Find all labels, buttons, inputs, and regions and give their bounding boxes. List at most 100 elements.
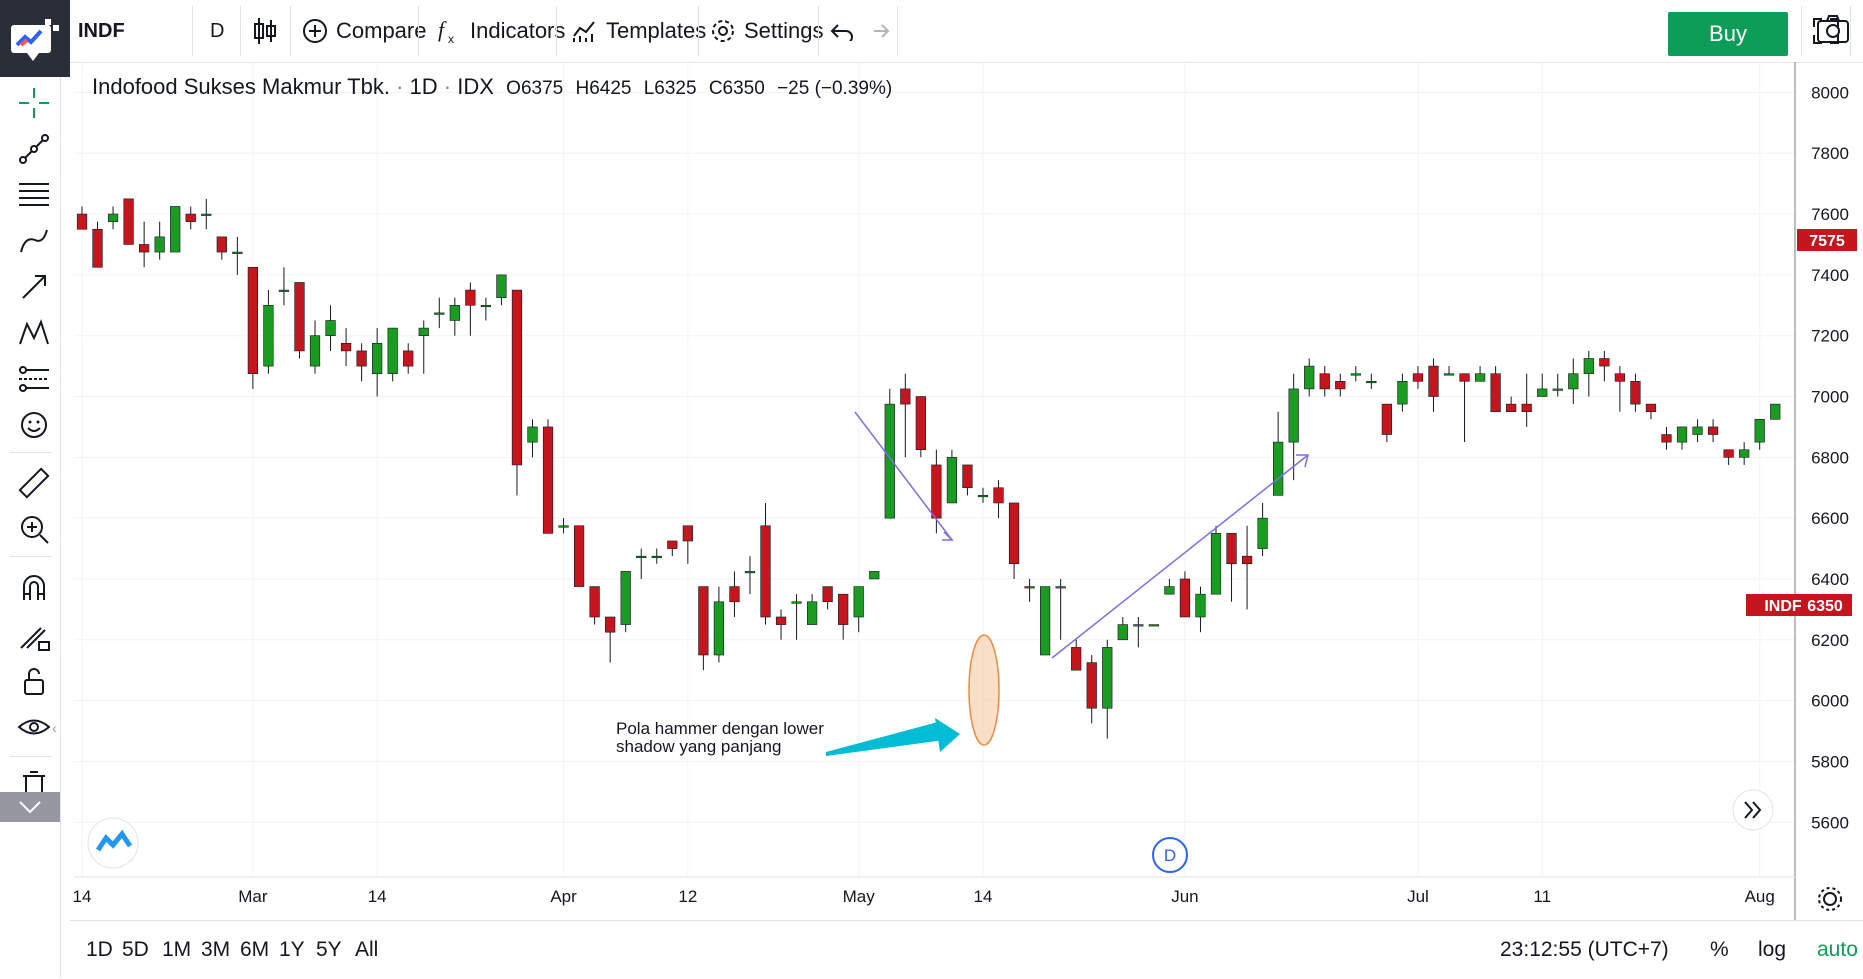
candle-body: [1490, 373, 1501, 413]
candle-body: [698, 586, 709, 656]
double-chevron-icon-part: [1752, 801, 1762, 819]
toolbar-divider: [290, 6, 291, 56]
candle-body: [1630, 381, 1641, 405]
price-chart[interactable]: 5600 5800 6000 6200 6400 6600 6800 7000 7200 7400…: [0, 0, 1863, 920]
lock-tool[interactable]: [8, 658, 60, 704]
candle-body: [1599, 358, 1610, 367]
time-tick-label: May: [843, 887, 876, 906]
candle-body: [356, 350, 367, 367]
candle: [838, 593, 849, 640]
settings-label: Settings: [744, 18, 824, 43]
candle: [1428, 358, 1439, 412]
uptrend-arrow[interactable]: [1051, 454, 1309, 659]
range-button-1y[interactable]: 1Y: [279, 938, 305, 961]
measure-tool[interactable]: [8, 460, 60, 506]
range-button-5d[interactable]: 5D: [122, 938, 149, 961]
logo-icon: [11, 18, 59, 61]
emoji-tool[interactable]: [8, 402, 60, 448]
price-tick-label: 5600: [1811, 813, 1849, 832]
arrow-tool[interactable]: [8, 264, 60, 310]
candle: [387, 327, 398, 382]
chart-legend[interactable]: Indofood Sukses Makmur Tbk. · 1D · IDX O…: [92, 74, 892, 100]
clock[interactable]: 23:12:55 (UTC+7): [1500, 921, 1669, 979]
time-tick-label: Aug: [1745, 887, 1775, 906]
candle-body: [946, 457, 958, 504]
candle: [1226, 533, 1237, 602]
fib-tool[interactable]: [8, 172, 60, 218]
candle-body: [340, 342, 352, 352]
time-tick-label: Apr: [550, 887, 577, 906]
range-button-5y[interactable]: 5Y: [316, 938, 342, 961]
price-tick-label: 7200: [1811, 327, 1849, 346]
settings-button[interactable]: Settings: [710, 0, 824, 62]
watermark-badge[interactable]: [87, 817, 139, 869]
candle-body: [915, 396, 926, 451]
annotation-line-1[interactable]: Pola hammer dengan lower: [616, 719, 824, 738]
candle-body: [294, 282, 305, 352]
auto-toggle[interactable]: auto: [1817, 921, 1858, 979]
go-to-date-marker[interactable]: D: [1152, 837, 1188, 873]
candle: [92, 221, 103, 268]
range-button-all[interactable]: All: [355, 938, 379, 961]
candle-body: [263, 304, 274, 367]
trend-line-tool[interactable]: [8, 126, 60, 172]
brush-tool[interactable]: [8, 218, 60, 264]
app-logo[interactable]: [0, 0, 70, 77]
candle: [403, 343, 414, 374]
candle: [1148, 624, 1159, 627]
candle: [1412, 366, 1424, 389]
range-button-1d[interactable]: 1D: [86, 938, 113, 961]
candle-body: [977, 495, 989, 498]
symbol-search[interactable]: INDF: [78, 0, 188, 62]
hide-toolbar-handle[interactable]: ‹: [52, 720, 57, 736]
crosshair-tool[interactable]: [8, 80, 60, 126]
buy-button[interactable]: Buy: [1668, 12, 1788, 56]
forecast-icon: [19, 366, 49, 392]
candle: [1117, 616, 1128, 641]
redo-button[interactable]: [866, 0, 898, 62]
symbol-price-tag: INDF 6350: [1746, 594, 1852, 616]
compare-button[interactable]: Compare: [302, 0, 426, 62]
candle-body: [247, 266, 258, 375]
candle-body: [527, 426, 538, 443]
candle: [1474, 366, 1486, 382]
collapse-toolbar-button[interactable]: [0, 792, 60, 822]
log-toggle[interactable]: log: [1758, 921, 1786, 979]
candle-body: [869, 571, 880, 580]
range-button-3m[interactable]: 3M: [201, 938, 231, 961]
range-button-1m[interactable]: 1M: [162, 938, 192, 961]
range-button-6m[interactable]: 6M: [240, 938, 270, 961]
candle: [278, 267, 290, 306]
candle: [325, 305, 336, 351]
candle: [76, 206, 88, 230]
forecast-tool[interactable]: [8, 356, 60, 402]
percent-toggle[interactable]: %: [1710, 921, 1729, 979]
annotations-layer[interactable]: Pola hammer dengan lower shadow yang pan…: [616, 411, 1309, 756]
zoom-tool[interactable]: [8, 506, 60, 552]
scroll-to-realtime-button[interactable]: [1732, 789, 1774, 831]
screenshot-button[interactable]: [1816, 14, 1856, 50]
annotation-line-2[interactable]: shadow yang panjang: [616, 737, 781, 756]
candles-layer: [76, 198, 1781, 739]
undo-button[interactable]: [830, 0, 862, 62]
chart-type-button[interactable]: [252, 0, 286, 62]
magnet-tool[interactable]: [8, 566, 60, 612]
pattern-tool[interactable]: [8, 310, 60, 356]
candle-body: [838, 593, 849, 625]
chart-settings-gear[interactable]: [1818, 887, 1842, 911]
hammer-highlight[interactable]: [968, 634, 1000, 746]
toolbar-divider: [240, 6, 241, 56]
toolbar-divider: [897, 6, 898, 56]
lock-drawing-tool[interactable]: [8, 612, 60, 658]
price-axis[interactable]: 5600 5800 6000 6200 6400 6600 6800 7000 7200 7400…: [1811, 83, 1849, 832]
downtrend-arrow[interactable]: [854, 411, 953, 541]
visibility-tool[interactable]: [8, 704, 60, 750]
interval-selector[interactable]: D: [210, 0, 224, 62]
legend-open-label: O: [506, 78, 521, 99]
templates-button[interactable]: Templates: [572, 0, 706, 62]
candle-body: [1661, 434, 1672, 443]
annotation-arrow[interactable]: [826, 722, 956, 756]
svg-text:f: f: [438, 17, 447, 42]
time-axis[interactable]: 14Mar14Apr12May14JunJul11Aug13: [73, 887, 1863, 906]
